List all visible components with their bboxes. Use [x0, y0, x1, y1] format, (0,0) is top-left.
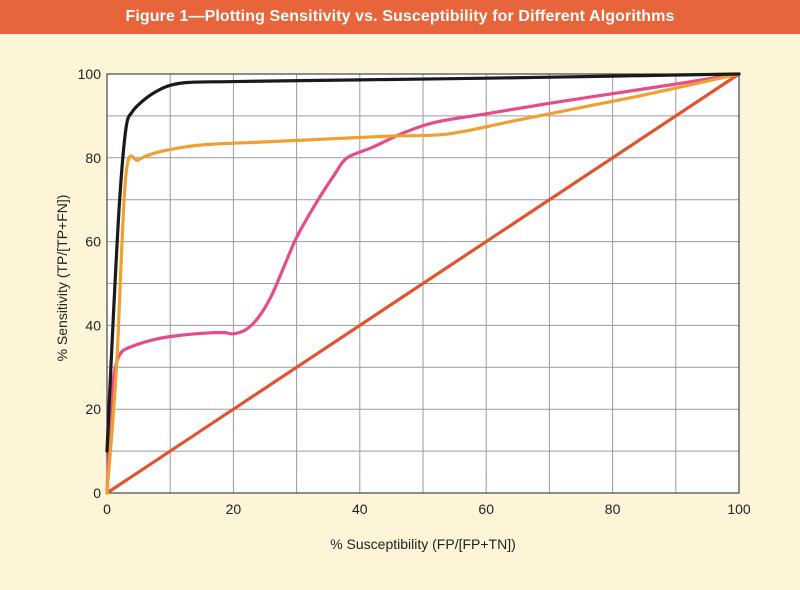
y-tick-label: 80	[85, 150, 101, 166]
x-tick-label: 80	[605, 501, 621, 517]
x-tick-label: 100	[727, 501, 751, 517]
y-tick-label: 40	[85, 317, 101, 333]
figure-title: Figure 1—Plotting Sensitivity vs. Suscep…	[125, 8, 675, 25]
x-axis-label: % Susceptibility (FP/[FP+TN])	[330, 536, 516, 552]
y-axis-label: % Sensitivity (TP/[TP+FN])	[54, 195, 70, 362]
y-tick-label: 60	[85, 234, 101, 250]
series-line-2	[105, 72, 741, 495]
plot-frame	[106, 73, 740, 494]
figure-title-banner: Figure 1—Plotting Sensitivity vs. Suscep…	[0, 0, 800, 34]
grid-lines	[106, 73, 740, 494]
series-lines	[105, 72, 741, 495]
x-tick-label: 20	[226, 501, 242, 517]
series-line-4	[105, 72, 741, 453]
y-tick-label: 0	[93, 485, 101, 501]
y-tick-label: 100	[78, 66, 102, 82]
series-line-3	[105, 72, 741, 495]
y-tick-label: 20	[85, 401, 101, 417]
x-tick-label: 60	[478, 501, 494, 517]
series-line-1	[105, 72, 741, 495]
tick-labels: 0 20 40 60 80 100 0 20 40 60 80 100	[78, 66, 751, 517]
x-tick-label: 40	[352, 501, 368, 517]
x-tick-label: 0	[103, 501, 111, 517]
